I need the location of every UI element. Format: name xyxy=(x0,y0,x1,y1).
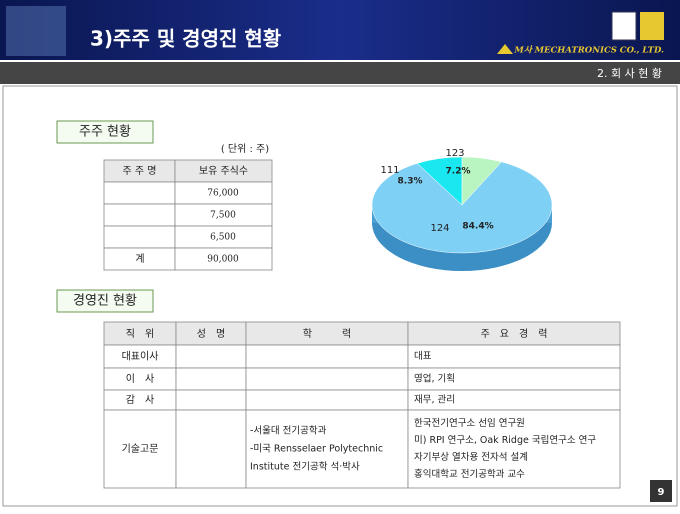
career: 미) RPI 연구소, Oak Ridge 국립연구소 연구 xyxy=(414,434,596,446)
cell xyxy=(175,389,247,411)
cell xyxy=(407,409,621,489)
cell xyxy=(175,367,247,391)
shares: 76,000 xyxy=(207,189,239,199)
column-header: 직 위 xyxy=(126,327,154,340)
cell xyxy=(175,344,247,369)
page-box xyxy=(650,480,672,502)
header-band xyxy=(0,0,680,60)
career: 한국전기연구소 선임 연구원 xyxy=(414,417,525,429)
career: 영업, 기획 xyxy=(414,373,455,385)
section-bar xyxy=(0,62,680,84)
cell xyxy=(103,181,176,205)
column-header: 성 명 xyxy=(197,328,225,340)
logo xyxy=(611,11,637,41)
cell xyxy=(175,409,247,489)
shares: 90,000 xyxy=(207,255,239,265)
education: Institute 전기공학 석·박사 xyxy=(250,462,360,473)
education: -서울대 전기공학과 xyxy=(250,426,327,437)
career: 재무, 관리 xyxy=(414,395,455,406)
column-header: 학 력 xyxy=(303,328,351,340)
section: 2. 회 사 현 황 xyxy=(597,67,662,80)
slice-label: 123 xyxy=(445,148,464,159)
slice-percent: 8.3% xyxy=(398,177,423,187)
slice-label: 111 xyxy=(380,165,399,176)
cell xyxy=(103,409,177,489)
heading: 주주 현황 xyxy=(79,125,131,140)
cell xyxy=(245,344,409,369)
pie-slice xyxy=(371,161,553,254)
page-number: 9 xyxy=(658,487,665,498)
career: 홍익대학교 전기공학과 교수 xyxy=(414,468,525,480)
holder: 계 xyxy=(135,253,144,265)
column-header: 보유 주식수 xyxy=(199,165,248,177)
heading-box xyxy=(56,120,154,144)
slice-percent: 7.2% xyxy=(446,167,471,177)
shares: 7,500 xyxy=(210,211,236,221)
slice-percent: 84.4% xyxy=(462,222,493,232)
cell xyxy=(245,367,409,391)
content-frame xyxy=(2,85,678,507)
cell xyxy=(103,203,176,227)
column-header: 주 요 경 력 xyxy=(481,327,548,340)
cell xyxy=(174,247,273,271)
title: 3)주주 및 경영진 현황 xyxy=(90,27,282,51)
logo-mark xyxy=(497,44,513,54)
column-header: 주 주 명 xyxy=(123,165,157,177)
position: 감 사 xyxy=(126,394,154,406)
position: 이 사 xyxy=(126,373,154,385)
career: 자기부상 열차용 전자석 설계 xyxy=(414,451,528,463)
slice-label: 124 xyxy=(430,223,449,234)
education: -미국 Rensselaer Polytechnic xyxy=(250,444,383,455)
position: 대표이사 xyxy=(122,351,159,363)
pie-slice xyxy=(461,156,502,206)
heading: 경영진 현황 xyxy=(73,294,137,309)
header-pattern xyxy=(6,6,66,56)
cell xyxy=(407,344,621,369)
cell xyxy=(245,409,409,489)
company: M사 MECHATRONICS CO., LTD. xyxy=(513,45,664,56)
career: 대표 xyxy=(414,351,432,362)
logo xyxy=(640,12,664,40)
cell xyxy=(245,389,409,411)
heading-box xyxy=(56,289,154,313)
shares: 6,500 xyxy=(210,233,236,243)
unit: ( 단위 : 주) xyxy=(221,142,269,155)
position: 기술고문 xyxy=(122,443,159,455)
cell xyxy=(103,225,176,249)
